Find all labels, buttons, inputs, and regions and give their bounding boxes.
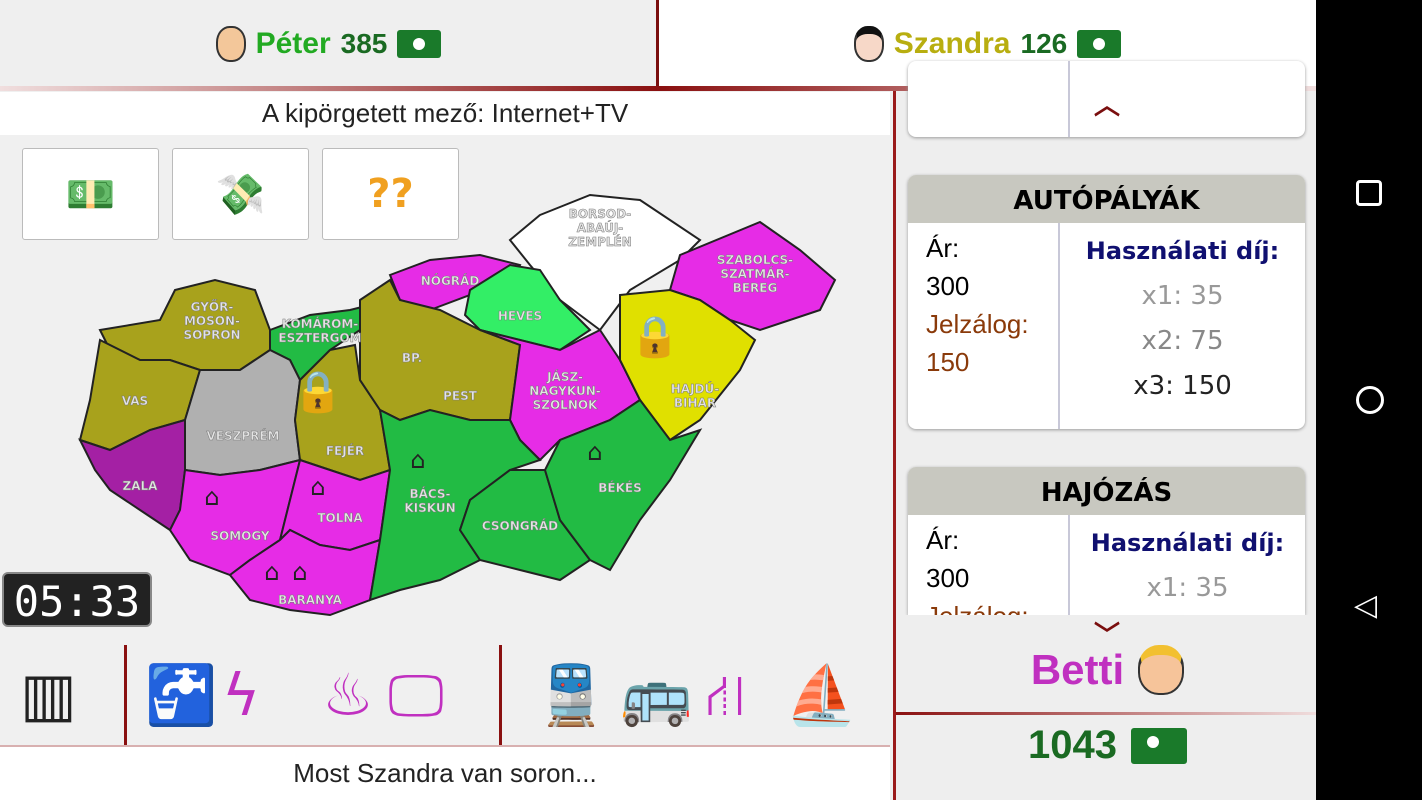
scroll-down-icon[interactable]: ﹀	[1094, 621, 1121, 651]
lock-icon: 🔒	[293, 369, 343, 415]
county-label: TOLNA	[317, 511, 363, 525]
rent-x2: x2: 75	[1141, 326, 1224, 356]
card-title: AUTÓPÁLYÁK	[908, 175, 1305, 223]
money-icon	[1077, 30, 1122, 58]
receive-button[interactable]: 💸	[172, 148, 309, 240]
player-money: 1043	[1028, 723, 1117, 767]
county-label: CSONGRÁD	[482, 518, 558, 533]
avatar-peter	[215, 26, 246, 62]
county-label: GYŐR-MOSON-SOPRON	[183, 299, 240, 342]
county-label: BÉKÉS	[598, 480, 641, 495]
county-label: BÁCS-KISKUN	[404, 486, 455, 515]
player-money: 385	[340, 28, 388, 59]
recents-icon[interactable]	[1356, 180, 1382, 206]
divider	[0, 86, 1316, 91]
timer: 05:33	[2, 572, 152, 627]
property-card-hajozas[interactable]: HAJÓZÁS Ár: 300 Jelzálog: Használati díj…	[908, 467, 1305, 615]
mortgage-label: Jelzálog:	[926, 597, 1029, 615]
internet-tv-icon[interactable]: 🖵	[388, 661, 444, 729]
mortgage-label: Jelzálog:	[926, 309, 1029, 339]
current-player-panel: ﹀ Betti	[896, 615, 1319, 715]
county-19[interactable]	[543, 398, 703, 572]
county-label: JÁSZ-NAGYKUN-SZOLNOK	[529, 369, 600, 412]
county-label: HEVES	[498, 309, 542, 323]
electricity-icon[interactable]: ϟ	[222, 661, 261, 729]
hungary-map[interactable]: BORSOD-ABAÚJ-ZEMPLÉN NÓGRÁD HEVES SZABOLCS-…	[0, 135, 890, 645]
house-icon: ⌂	[410, 446, 425, 474]
price-value: 300	[926, 563, 970, 593]
county-18[interactable]	[458, 469, 592, 582]
jail-icon[interactable]: ▥	[20, 660, 77, 730]
house-icon: ⌂	[204, 483, 219, 511]
player-money: 126	[1020, 28, 1068, 59]
price-label: Ár:	[926, 525, 960, 555]
county-label: KOMÁROM-ESZTERGOM	[278, 316, 361, 345]
county-16[interactable]	[228, 528, 382, 617]
question-marks-icon: ??	[367, 171, 414, 217]
card-title: HAJÓZÁS	[908, 467, 1305, 515]
price-label: Ár:	[926, 233, 960, 263]
money-icon	[1130, 727, 1187, 764]
player-panel-peter: Péter 385	[0, 0, 657, 88]
gas-flame-icon[interactable]: ♨	[322, 661, 374, 729]
property-panel[interactable]: ︿ AUTÓPÁLYÁK Ár: 300 Jelzálog: 150 Haszn…	[893, 61, 1319, 800]
highway-icon[interactable]: ⛙	[705, 661, 746, 729]
county-label: BP.	[402, 351, 422, 365]
county-label: SZABOLCS-SZATMÁR-BEREG	[717, 253, 793, 295]
rent-x3: x3: 150	[1133, 371, 1232, 401]
mortgage-value: 150	[926, 347, 970, 377]
rent-label: Használati díj:	[1090, 529, 1285, 557]
lock-icon: 🔒	[630, 314, 680, 360]
pay-button[interactable]: 💵	[22, 148, 159, 240]
house-icon: ⌂	[292, 558, 307, 586]
property-card-autopalyak[interactable]: AUTÓPÁLYÁK Ár: 300 Jelzálog: 150 Használ…	[908, 175, 1305, 429]
turn-status: Most Szandra van soron...	[0, 745, 890, 800]
water-tap-icon[interactable]: 🚰	[145, 661, 218, 729]
county-label: VAS	[122, 394, 148, 408]
money-icon	[397, 30, 442, 58]
county-label: BARANYA	[278, 593, 343, 607]
county-2[interactable]	[463, 263, 592, 352]
ship-icon[interactable]: ⛵	[785, 661, 858, 729]
rolled-field-heading: A kipörgetett mező: Internet+TV	[0, 92, 890, 135]
county-label: FEJÉR	[326, 443, 364, 458]
county-label: VESZPRÉM	[206, 428, 279, 443]
back-icon[interactable]: ◁	[1354, 588, 1378, 623]
chance-button[interactable]: ??	[322, 148, 459, 240]
player-name: Péter	[255, 27, 331, 60]
pay-money-icon: 💵	[65, 171, 116, 218]
price-value: 300	[926, 271, 970, 301]
receive-money-icon: 💸	[215, 171, 266, 218]
rent-x1: x1: 35	[1141, 281, 1224, 311]
county-label: ZALA	[123, 479, 159, 493]
rent-x1: x1: 35	[1146, 573, 1229, 603]
scroll-up-icon[interactable]: ︿	[1094, 91, 1121, 121]
avatar-betti	[1138, 645, 1185, 695]
county-label: HAJDÚ-BIHAR	[671, 381, 720, 410]
avatar-szandra	[853, 26, 884, 62]
divider	[656, 0, 659, 88]
house-icon: ⌂	[310, 473, 325, 501]
county-label: PEST	[443, 389, 478, 403]
house-icon: ⌂	[264, 558, 279, 586]
house-icon: ⌂	[587, 438, 602, 466]
property-card-partial	[908, 61, 1305, 137]
home-icon[interactable]	[1356, 386, 1384, 414]
rent-label: Használati díj:	[1085, 237, 1280, 265]
county-label: NÓGRÁD	[421, 273, 480, 288]
county-label: SOMOGY	[210, 529, 270, 543]
player-name: Szandra	[893, 27, 1011, 60]
county-label: BORSOD-ABAÚJ-ZEMPLÉN	[568, 207, 632, 249]
county-12[interactable]	[619, 288, 757, 442]
bus-icon[interactable]: 🚌	[620, 661, 693, 729]
android-nav-bar: ◁	[1316, 0, 1422, 800]
field-type-bar: ▥ 🚰 ϟ ♨ 🖵 🚆 🚌 ⛙ ⛵	[0, 645, 890, 745]
train-icon[interactable]: 🚆	[535, 661, 608, 729]
player-name: Betti	[1030, 646, 1125, 693]
